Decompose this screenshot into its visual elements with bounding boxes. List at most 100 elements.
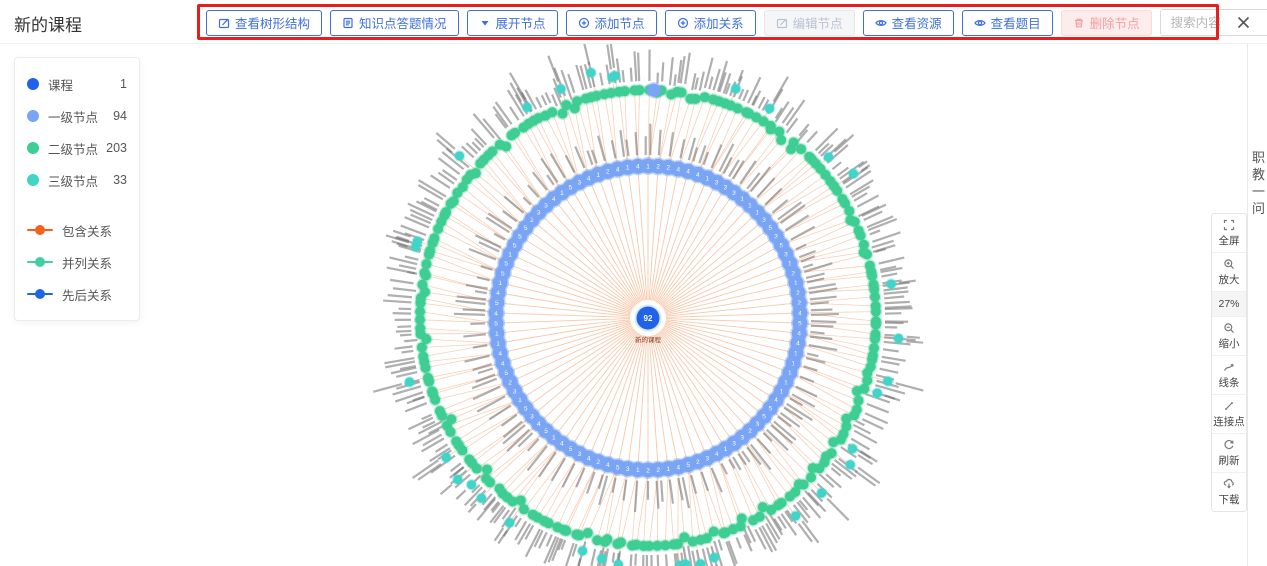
svg-text:4: 4 <box>498 351 502 358</box>
level2-node <box>830 184 844 197</box>
level2-node <box>678 531 691 544</box>
svg-text:4: 4 <box>501 360 505 367</box>
level2-node <box>804 471 818 484</box>
level2-node <box>686 535 700 548</box>
zoom-in-button[interactable]: 放大 <box>1212 253 1246 292</box>
zoom-level-indicator: 27% <box>1212 292 1246 317</box>
svg-text:1: 1 <box>498 280 502 287</box>
level2-node <box>757 115 770 128</box>
svg-text:5: 5 <box>504 261 508 268</box>
svg-text:2: 2 <box>748 428 752 435</box>
connector-button[interactable]: 连接点 <box>1212 395 1246 434</box>
level3-node <box>844 459 857 471</box>
svg-text:4: 4 <box>496 290 500 297</box>
legend-item-parallel-relation: 并列关系 <box>27 252 127 272</box>
svg-text:1: 1 <box>496 341 500 348</box>
level2-node <box>486 145 499 158</box>
node-label-marks <box>373 34 924 566</box>
level2-node <box>611 537 624 551</box>
center-node-value: 92 <box>644 314 653 323</box>
level3-node <box>440 451 452 464</box>
level3-node <box>892 332 905 345</box>
svg-text:1: 1 <box>794 280 798 287</box>
level3-node <box>576 545 589 557</box>
level2-node <box>783 490 797 503</box>
level2-node <box>445 412 458 426</box>
level3-dot-icon <box>27 174 39 186</box>
level3-node <box>730 83 742 95</box>
close-button[interactable] <box>1233 12 1253 32</box>
plus-circle-icon <box>677 17 688 28</box>
zoom-in-icon <box>1224 259 1235 270</box>
svg-text:5: 5 <box>569 446 573 453</box>
level1-node <box>645 82 662 99</box>
side-tab-zhijiao[interactable]: 职教一问 <box>1251 150 1265 216</box>
search-input[interactable] <box>1160 10 1267 35</box>
view-resources-button[interactable]: 查看资源 <box>862 9 954 36</box>
fullscreen-icon <box>1223 219 1235 231</box>
svg-text:5: 5 <box>494 320 498 327</box>
svg-text:5: 5 <box>769 406 773 413</box>
zoom-toolbar: 全屏 放大 27% 缩小 线条 连接点 刷新 下载 <box>1211 213 1247 512</box>
level2-node <box>416 278 429 291</box>
add-node-button[interactable]: 添加节点 <box>565 9 657 36</box>
level2-node <box>827 435 840 449</box>
level3-node <box>403 376 416 388</box>
svg-text:5: 5 <box>524 225 528 232</box>
svg-text:3: 3 <box>715 180 719 187</box>
svg-text:3: 3 <box>530 413 534 420</box>
add-relation-button[interactable]: 添加关系 <box>664 9 756 36</box>
zoom-out-button[interactable]: 缩小 <box>1212 317 1246 356</box>
svg-text:2: 2 <box>796 290 800 297</box>
legend-item-level3: 三级节点 33 <box>27 170 127 190</box>
line-style-button[interactable]: 线条 <box>1212 356 1246 395</box>
svg-text:1: 1 <box>788 370 792 377</box>
trash-icon <box>1074 18 1083 27</box>
svg-text:4: 4 <box>606 462 610 469</box>
level2-node <box>756 500 770 514</box>
fullscreen-button[interactable]: 全屏 <box>1212 214 1246 253</box>
level3-node <box>822 151 835 163</box>
knowledge-answer-status-button[interactable]: 知识点答题情况 <box>330 9 459 36</box>
view-tree-structure-button[interactable]: 查看树形结构 <box>206 9 323 36</box>
search-box <box>1159 9 1267 36</box>
svg-text:5: 5 <box>501 270 505 277</box>
download-button[interactable]: 下载 <box>1212 473 1246 511</box>
center-node-label: 新的课程 <box>635 335 662 344</box>
contain-relation-icon <box>27 224 53 236</box>
svg-text:4: 4 <box>537 421 541 428</box>
svg-text:1: 1 <box>788 261 792 268</box>
legend-item-contain-relation: 包含关系 <box>27 220 127 240</box>
expand-node-button[interactable]: 展开节点 <box>466 9 558 36</box>
level3-node <box>708 551 721 564</box>
level2-node <box>590 534 604 547</box>
level2-node <box>556 107 569 120</box>
svg-text:3: 3 <box>740 435 744 442</box>
svg-text:1: 1 <box>755 210 759 217</box>
level2-node <box>433 404 447 418</box>
refresh-button[interactable]: 刷新 <box>1212 434 1246 473</box>
level2-node <box>570 528 583 541</box>
right-edge-divider <box>1247 40 1248 566</box>
level3-node <box>596 552 608 565</box>
svg-text:5: 5 <box>495 300 499 307</box>
level2-node <box>508 126 522 140</box>
level2-node <box>717 526 730 540</box>
level2-node <box>421 371 435 385</box>
svg-text:1: 1 <box>794 351 798 358</box>
view-questions-button[interactable]: 查看题目 <box>961 9 1053 36</box>
level2-node <box>415 341 429 354</box>
svg-text:3: 3 <box>578 451 582 458</box>
svg-text:4: 4 <box>587 455 591 462</box>
level2-node <box>633 83 646 97</box>
edit-square-icon <box>218 18 230 28</box>
level3-node <box>847 168 860 180</box>
svg-text:5: 5 <box>779 242 783 249</box>
course-dot-icon <box>27 78 39 90</box>
svg-text:4: 4 <box>676 166 680 173</box>
svg-text:4: 4 <box>494 310 498 317</box>
level3-node <box>452 473 464 486</box>
svg-text:3: 3 <box>626 466 630 473</box>
level2-node <box>746 514 760 527</box>
